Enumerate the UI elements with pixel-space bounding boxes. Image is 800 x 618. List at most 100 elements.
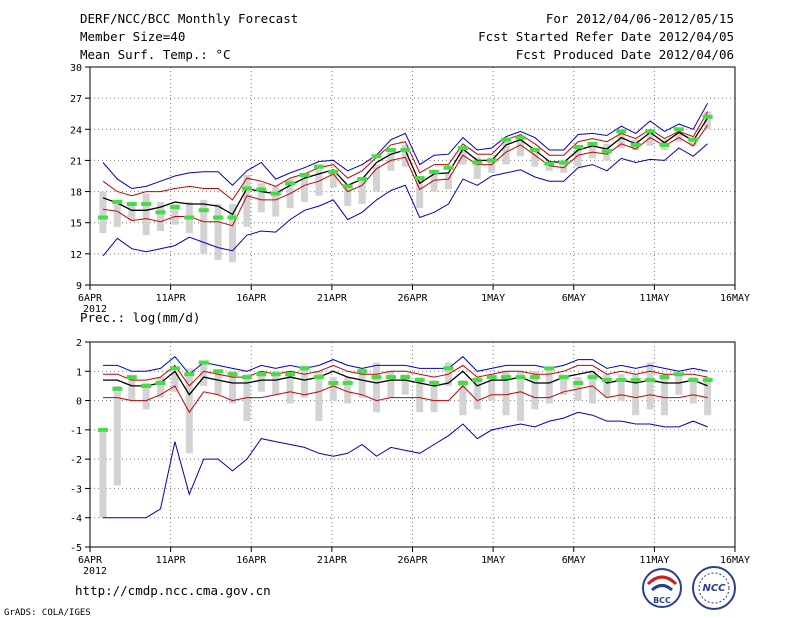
temp-median-marker bbox=[515, 135, 526, 140]
prec-median-marker bbox=[342, 381, 353, 385]
temp-median-marker bbox=[256, 187, 267, 192]
prec-xtick-label: 11MAY bbox=[639, 555, 669, 566]
temp-xtick-label: 26APR bbox=[397, 293, 428, 304]
prec-spread-box bbox=[358, 368, 366, 398]
temp-ytick-label: 21 bbox=[70, 156, 82, 167]
temp-median-marker bbox=[385, 148, 396, 153]
header-start-date: Fcst Started Refer Date 2012/04/05 bbox=[478, 29, 734, 44]
temp-median-marker bbox=[400, 148, 411, 153]
temp-spread-box bbox=[416, 179, 424, 209]
prec-median-marker bbox=[688, 378, 699, 383]
temp-median-marker bbox=[429, 169, 440, 174]
prec-spread-box bbox=[531, 371, 539, 410]
temp-spread-box bbox=[704, 111, 712, 130]
prec-year-label: 2012 bbox=[83, 566, 107, 577]
prec-spread-box bbox=[272, 371, 280, 395]
temp-median-marker bbox=[241, 186, 252, 191]
temp-median-marker bbox=[472, 160, 483, 165]
temp-spread-box bbox=[401, 144, 409, 167]
header-produced-date: Fcst Produced Date 2012/04/06 bbox=[516, 47, 734, 62]
prec-spread-box bbox=[329, 377, 337, 401]
prec-spread-box bbox=[646, 362, 654, 410]
prec-spread-box bbox=[157, 377, 165, 398]
temp-spread-box bbox=[229, 204, 237, 263]
prec-xtick-label: 11APR bbox=[156, 555, 187, 566]
prec-median-marker bbox=[673, 372, 684, 377]
prec-median-marker bbox=[400, 375, 411, 380]
temp-median-marker bbox=[616, 129, 627, 134]
prec-ytick-label: -3 bbox=[70, 484, 82, 495]
temp-median-marker bbox=[630, 142, 641, 147]
temp-spread-box bbox=[157, 201, 165, 232]
prec-median-marker bbox=[97, 427, 108, 432]
prec-spread-box bbox=[560, 374, 568, 395]
temp-median-marker bbox=[227, 215, 238, 220]
header-period: For 2012/04/06-2012/05/15 bbox=[546, 11, 734, 26]
temp-spread-box bbox=[531, 147, 539, 167]
temp-ytick-label: 24 bbox=[70, 125, 82, 136]
prec-spread-box bbox=[588, 371, 596, 404]
prec-spread-box bbox=[416, 377, 424, 413]
prec-min-line bbox=[103, 411, 708, 519]
prec-ytick-label: 1 bbox=[76, 367, 82, 378]
temp-median-marker bbox=[558, 160, 569, 165]
temp-median-marker bbox=[97, 215, 108, 220]
temp-max-line bbox=[102, 103, 709, 190]
prec-spread-box bbox=[473, 377, 481, 410]
footer-url: http://cmdp.ncc.cma.gov.cn bbox=[75, 583, 271, 598]
prec-spread-box bbox=[459, 380, 467, 416]
prec-spread-box bbox=[142, 383, 150, 410]
prec-median-marker bbox=[429, 381, 440, 385]
prec-median-marker bbox=[169, 366, 180, 371]
prec-spread-box bbox=[617, 374, 625, 401]
ncc-logo: NCC bbox=[692, 566, 736, 610]
prec-spread-box bbox=[675, 374, 683, 395]
prec-median-marker bbox=[126, 375, 137, 380]
header-variable-label: Mean Surf. Temp.: °C bbox=[80, 47, 231, 62]
prec-median-marker bbox=[241, 375, 252, 380]
temp-median-marker bbox=[443, 165, 454, 170]
temp-spread-box bbox=[128, 204, 136, 221]
prec-median-marker bbox=[256, 372, 267, 377]
temp-median-marker bbox=[457, 145, 468, 150]
prec-median-marker bbox=[213, 369, 224, 374]
temp-spread-box bbox=[430, 174, 438, 192]
temp-median-marker bbox=[198, 208, 209, 213]
temp-median-marker bbox=[659, 142, 670, 147]
prec-median-marker bbox=[357, 369, 368, 374]
prec-xtick-label: 6APR bbox=[78, 555, 103, 566]
prec-spread-box bbox=[488, 374, 496, 401]
temp-ytick-label: 9 bbox=[76, 281, 82, 292]
temp-spread-box bbox=[243, 174, 251, 227]
prec-xtick-label: 21APR bbox=[317, 555, 348, 566]
prec-xtick-label: 16APR bbox=[236, 555, 267, 566]
temp-median-marker bbox=[645, 129, 656, 134]
temp-ytick-label: 30 bbox=[70, 63, 82, 74]
temp-median-marker bbox=[414, 176, 425, 181]
temp-spread-box bbox=[588, 141, 596, 159]
prec-spread-box bbox=[401, 374, 409, 395]
prec-median-marker bbox=[601, 378, 612, 383]
temp-median-marker bbox=[213, 215, 224, 220]
prec-xtick-label: 16MAY bbox=[720, 555, 750, 566]
temp-median-marker bbox=[673, 127, 684, 132]
prec-spread-box bbox=[430, 380, 438, 413]
temp-spread-box bbox=[301, 177, 309, 202]
prec-spread-box bbox=[214, 371, 222, 395]
prec-spread-box bbox=[545, 368, 553, 404]
temp-median-marker bbox=[155, 210, 166, 215]
prec-mean-line bbox=[103, 370, 708, 396]
temp-spread-box bbox=[545, 162, 553, 171]
prec-xtick-label: 1MAY bbox=[481, 555, 505, 566]
prec-spread-box bbox=[603, 374, 611, 398]
temp-xtick-label: 11APR bbox=[156, 293, 187, 304]
temp-spread-box bbox=[142, 193, 150, 236]
prec-spread-box bbox=[113, 385, 121, 486]
prec-ytick-label: -4 bbox=[70, 514, 82, 525]
prec-ytick-label: -2 bbox=[70, 455, 82, 466]
prec-median-marker bbox=[313, 375, 324, 380]
temp-spread-box bbox=[329, 170, 337, 188]
prec-median-marker bbox=[155, 381, 166, 385]
temp-spread-box bbox=[502, 141, 510, 165]
prec-median-marker bbox=[472, 378, 483, 383]
